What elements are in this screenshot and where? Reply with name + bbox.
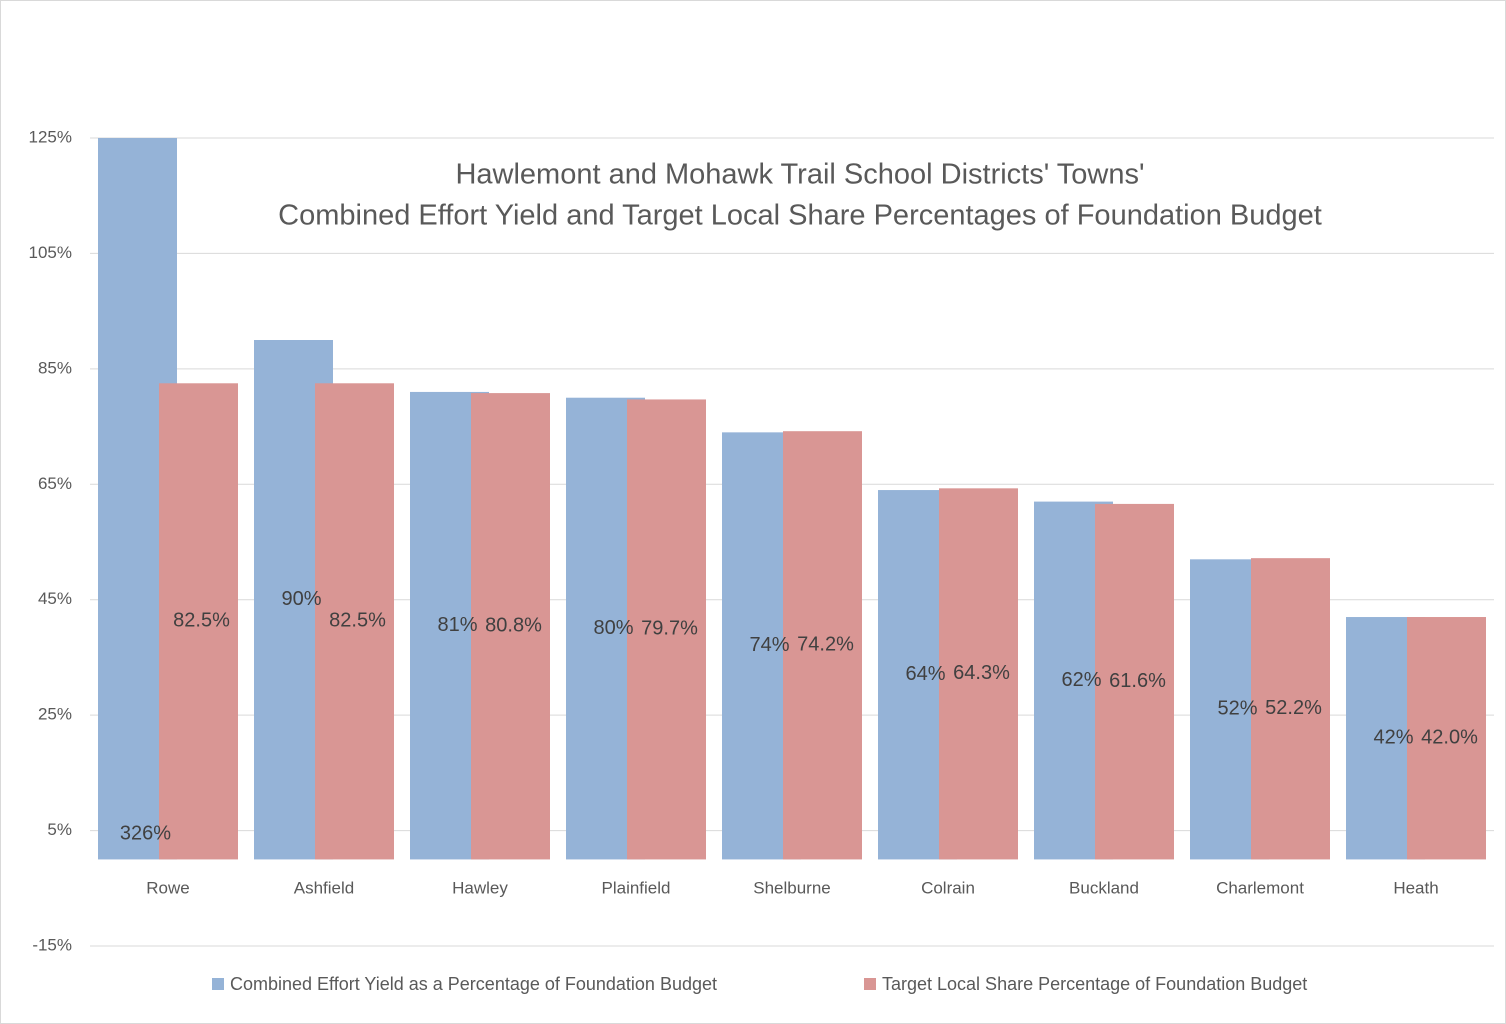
x-tick-label: Shelburne xyxy=(753,878,831,897)
data-label: 52% xyxy=(1217,698,1257,720)
legend-swatch xyxy=(212,978,224,990)
x-tick-label: Ashfield xyxy=(294,878,354,897)
data-label: 79.7% xyxy=(641,618,698,640)
bar xyxy=(939,488,1018,860)
y-tick-label: 65% xyxy=(38,474,72,493)
bar xyxy=(315,383,394,860)
grid: -15% 5% 25% 45% 65% 85% 105% 125% xyxy=(29,127,1494,954)
y-tick-label: 45% xyxy=(38,589,72,608)
bar xyxy=(1095,503,1174,860)
data-label: 42% xyxy=(1373,727,1413,749)
bars xyxy=(98,138,1486,860)
chart-title: Combined Effort Yield and Target Local S… xyxy=(278,200,1322,232)
x-tick-label: Plainfield xyxy=(602,878,671,897)
y-tick-label: 85% xyxy=(38,358,72,377)
data-label: 326% xyxy=(120,823,171,845)
data-label: 90% xyxy=(281,588,321,610)
x-tick-label: Heath xyxy=(1393,878,1438,897)
data-label: 61.6% xyxy=(1109,670,1166,692)
data-label: 64.3% xyxy=(953,662,1010,684)
bar xyxy=(159,383,238,860)
y-tick-label: -15% xyxy=(32,935,72,954)
bar xyxy=(627,399,706,860)
bar xyxy=(1407,617,1486,860)
legend-label: Combined Effort Yield as a Percentage of… xyxy=(230,974,717,994)
data-label: 62% xyxy=(1061,669,1101,691)
data-label: 82.5% xyxy=(329,610,386,632)
bar xyxy=(783,431,862,860)
legend-label: Target Local Share Percentage of Foundat… xyxy=(882,974,1307,994)
data-label: 82.5% xyxy=(173,610,230,632)
y-tick-label: 105% xyxy=(29,243,72,262)
labels: Rowe 326% 82.5% Ashfield 90% 82.5% Hawley 81% 80… xyxy=(120,588,1478,994)
data-label: 52.2% xyxy=(1265,697,1322,719)
y-tick-label: 25% xyxy=(38,705,72,724)
data-label: 42.0% xyxy=(1421,727,1478,749)
x-tick-label: Rowe xyxy=(146,878,189,897)
x-tick-label: Charlemont xyxy=(1216,878,1304,897)
y-tick-label: 125% xyxy=(29,127,72,146)
x-tick-label: Hawley xyxy=(452,878,508,897)
x-tick-label: Colrain xyxy=(921,878,975,897)
data-label: 74.2% xyxy=(797,634,854,656)
data-label: 80% xyxy=(593,617,633,639)
legend-swatch xyxy=(864,978,876,990)
bar xyxy=(1251,558,1330,860)
x-tick-label: Buckland xyxy=(1069,878,1139,897)
data-label: 64% xyxy=(905,663,945,685)
y-tick-label: 5% xyxy=(47,820,72,839)
chart-title: Hawlemont and Mohawk Trail School Distri… xyxy=(455,159,1144,191)
bar xyxy=(471,393,550,860)
data-label: 74% xyxy=(749,634,789,656)
data-label: 81% xyxy=(437,614,477,636)
data-label: 80.8% xyxy=(485,615,542,637)
